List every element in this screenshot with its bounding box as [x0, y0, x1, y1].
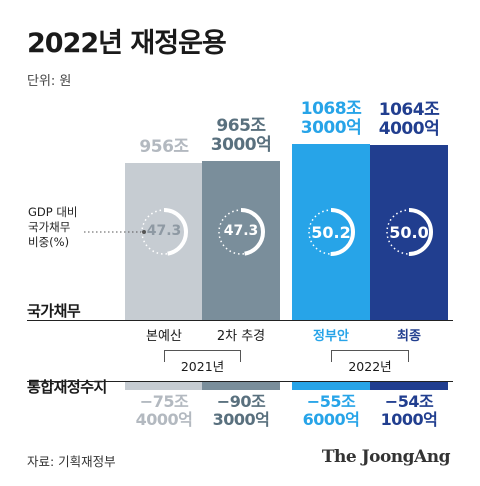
debt-bar — [370, 144, 448, 320]
gdp-ratio-value: 50.0 — [389, 223, 429, 242]
debt-bar — [202, 160, 280, 320]
section-balance-label: 통합재정수지 — [27, 378, 107, 396]
balance-value-line: −55조 — [306, 392, 356, 411]
gdp-ratio-value: 47.3 — [146, 223, 182, 239]
balance-value-line: 1000억 — [380, 410, 438, 429]
debt-axis-line — [27, 320, 453, 321]
debt-value-line: 3000억 — [210, 134, 272, 155]
balance-bar — [370, 381, 448, 390]
gdp-ratio-ring — [217, 208, 265, 256]
balance-bar — [125, 381, 203, 390]
year-label: 2021년 — [172, 356, 233, 375]
section-debt-label: 국가채무 — [27, 302, 81, 320]
gdp-ratio-ring-arc — [140, 208, 188, 256]
balance-value-label: −75조 4000억 — [125, 393, 203, 429]
debt-value-label: 965조 3000억 — [192, 115, 290, 155]
category-label: 2차 추경 — [216, 329, 266, 344]
debt-value-line: 1068조 — [300, 99, 362, 119]
gdp-ratio-value: 50.2 — [311, 223, 351, 242]
balance-bar — [292, 381, 370, 390]
balance-value-label: −90조 3000억 — [202, 393, 280, 429]
debt-value-line: 3000억 — [300, 118, 362, 138]
balance-axis-line — [27, 381, 453, 382]
gdp-ratio-legend-line: 국가채무 — [28, 220, 71, 234]
category-label: 본예산 — [146, 329, 182, 344]
year-bracket — [164, 350, 241, 362]
unit-label: 단위: 원 — [27, 74, 72, 89]
debt-bar — [125, 162, 203, 320]
category-label: 최종 — [397, 329, 421, 344]
debt-value-label: 956조 — [115, 136, 213, 157]
balance-value-line: 3000억 — [212, 410, 270, 429]
debt-value-label: 1064조 4000억 — [360, 99, 458, 139]
page-title: 2022년 재정운용 — [27, 28, 227, 59]
publisher-logo: The JoongAng — [321, 447, 451, 467]
category-label: 정부안 — [313, 329, 349, 344]
balance-bar — [202, 381, 280, 390]
balance-value-line: 6000억 — [302, 410, 360, 429]
balance-value-line: 4000억 — [135, 410, 193, 429]
year-label: 2022년 — [340, 356, 400, 375]
gdp-ratio-ring-arc — [307, 208, 355, 256]
year-bracket — [331, 350, 409, 362]
debt-value-line: 1064조 — [378, 99, 440, 120]
balance-value-label: −55조 6000억 — [292, 393, 370, 429]
source-note: 자료: 기획재정부 — [27, 454, 116, 469]
gdp-ratio-ring-arc — [217, 208, 265, 256]
gdp-ratio-legend-line: 비중(%) — [28, 235, 70, 249]
gdp-ratio-ring — [307, 208, 355, 256]
debt-value-label: 1068조 3000억 — [282, 100, 380, 138]
debt-value-line: 965조 — [216, 115, 266, 136]
gdp-ratio-value: 47.3 — [223, 223, 259, 239]
debt-value-line: 956조 — [139, 136, 189, 157]
gdp-ratio-ring-arc — [385, 208, 433, 256]
balance-value-line: −54조 — [384, 392, 434, 411]
balance-value-line: −75조 — [139, 392, 189, 411]
gdp-ratio-legend: GDP 대비 국가채무 비중(%) — [28, 205, 78, 250]
gdp-ratio-legend-line: GDP 대비 — [28, 205, 78, 219]
gdp-ratio-ring — [385, 208, 433, 256]
debt-value-line: 4000억 — [378, 118, 440, 139]
balance-value-label: −54조 1000억 — [370, 393, 448, 429]
balance-value-line: −90조 — [216, 392, 266, 411]
debt-bar — [292, 144, 370, 320]
